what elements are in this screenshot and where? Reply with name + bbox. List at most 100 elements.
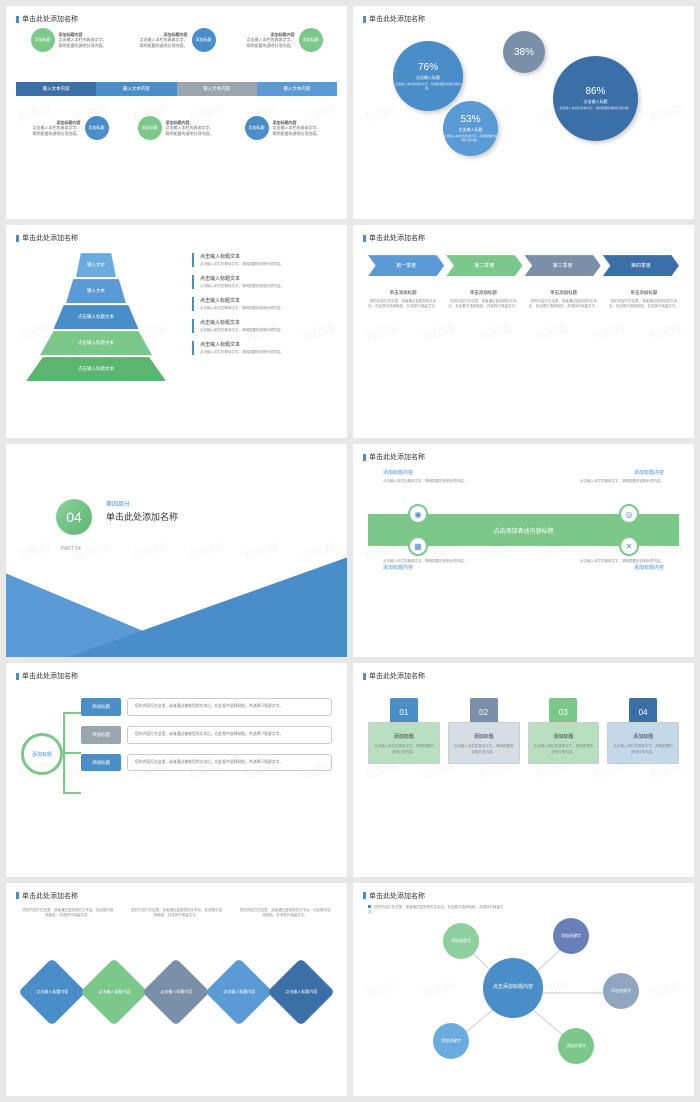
slide-title: 单击此处添加名称 <box>16 233 78 243</box>
col-text: 您的内容打在这里，或者通过复制您的文本后，在此框中选择粘贴，并选择只保留文字。 <box>448 299 518 310</box>
item-text: 添加标题内容点击输入本栏的具体文字，简明扼要的说明分项内容。 <box>273 120 323 136</box>
list-text: 点击输入本栏的具体文字，简明扼要的说明分项内容。 <box>200 306 332 311</box>
card-row: 01添加标题点击输入本栏的具体文字，简明扼要的说明分项内容。02添加标题点击输入… <box>368 698 679 764</box>
card-text: 点击输入本栏的具体文字，简明扼要的说明分项内容。 <box>613 744 673 755</box>
mindmap-node: 添加关键字 <box>603 973 639 1009</box>
flow-box: 您的内容打在这里，或者通过复制您的文本后，在此框中选择粘贴，并选择只保留文字。 <box>127 754 332 772</box>
list-heading: 点击输入标题文本 <box>200 341 332 348</box>
bar-segment: 输入文本内容 <box>16 82 96 96</box>
pyramid: 输入文本输入文本点击输入标题文本点击输入标题文本点击输入标题文本 <box>21 253 171 383</box>
diamond-row: 点击输入标题内容点击输入标题内容点击输入标题内容点击输入标题内容点击输入标题内容 <box>21 968 332 1016</box>
col-text: 您的内容打在这里，或者通过复制您的文本后，在此框中选择粘贴，并选择只保留文字。 <box>529 299 599 310</box>
bubble-pct: 53% <box>460 114 480 125</box>
slide-title: 单击此处添加名称 <box>16 891 78 901</box>
top-items: 添加标题内容点击输入本栏的具体文字，简明扼要的说明分项内容。 添加标题内容点击输… <box>383 469 664 484</box>
diamond: 点击输入标题内容 <box>143 958 211 1026</box>
diamond: 点击输入标题内容 <box>205 958 273 1026</box>
slide-2: 单击此处添加名称 76% 点击输入标题 点击输入本栏的具体文字，简明扼要的说明分项内… <box>353 6 694 219</box>
item-text: 添加标题内容点击输入本栏的具体文字，简明扼要的说明分项内容。 <box>31 120 81 136</box>
mindmap-node: 添加关键字 <box>433 1023 469 1059</box>
pyramid-level: 点击输入标题文本 <box>54 305 139 329</box>
description: 您的内容打在这里，或者通过复制您的文本后，在此框中选择粘贴，并选择只保留文字。 <box>368 905 508 916</box>
column: 单击添加标题您的内容打在这里，或者通过复制您的文本后，在此框中选择粘贴，并选择只… <box>529 290 599 310</box>
item-text: 点击输入本栏的具体文字，简明扼要的说明分项内容。 <box>383 479 503 484</box>
card: 03添加标题点击输入本栏的具体文字，简明扼要的说明分项内容。 <box>528 698 600 764</box>
circle-icon: 添加标题 <box>85 116 109 140</box>
card-text: 点击输入本栏的具体文字，简明扼要的说明分项内容。 <box>534 744 594 755</box>
circle-icon: 添加标题 <box>299 28 323 52</box>
flow-row: 添加标题您的内容打在这里，或者通过复制您的文本后，在此框中选择粘贴，并选择只保留… <box>81 754 332 772</box>
slide-title: 单击此处添加名称 <box>363 233 425 243</box>
circle-icon: 添加标题 <box>138 116 162 140</box>
card: 04添加标题点击输入本栏的具体文字，简明扼要的说明分项内容。 <box>607 698 679 764</box>
circle-icon: 添加标题 <box>245 116 269 140</box>
watermark: 包图网包图网包图网包图网包图网包图网 <box>353 663 694 876</box>
bubble: 86%点击输入标题点击输入本栏的具体文字，简明扼要的说明分项内容。 <box>553 56 638 141</box>
text-row: 您的内容打在这里，或者通过复制您的文本后，在此框中选择粘贴，并选择只保留文字。 … <box>21 908 332 919</box>
bubble: 38% <box>503 31 545 73</box>
list-item: 点击输入标题文本点击输入本栏的具体文字，简明扼要的说明分项内容。 <box>192 341 332 355</box>
part-label: PART 04 <box>61 546 81 552</box>
slide-title: 单击此处添加名称 <box>363 14 425 24</box>
list-item: 点击输入标题文本点击输入本栏的具体文字，简明扼要的说明分项内容。 <box>192 253 332 267</box>
card-heading: 添加标题 <box>454 733 514 740</box>
top-circles: 添加标题添加标题内容点击输入本栏的具体文字，简明扼要的说明分项内容。 添加标题内… <box>16 28 337 52</box>
diamond-label: 点击输入标题内容 <box>223 989 255 994</box>
bubble-desc: 点击输入本栏的具体文字，简明扼要的说明分项内容。 <box>393 83 463 91</box>
item-heading: 添加标题内容 <box>544 469 664 476</box>
section-number: 04 <box>56 499 92 535</box>
bar-segment: 输入文本内容 <box>96 82 176 96</box>
col-text: 您的内容打在这里，或者通过复制您的文本后，在此框中选择粘贴，并选择只保留文字。 <box>609 299 679 310</box>
item-text: 添加标题内容点击输入本栏的具体文字，简明扼要的说明分项内容。 <box>138 32 188 48</box>
list-item: 点击输入标题文本点击输入本栏的具体文字，简明扼要的说明分项内容。 <box>192 275 332 289</box>
center-node: 点击添加标题内容 <box>483 958 543 1018</box>
slide-1: 单击此处添加名称 添加标题添加标题内容点击输入本栏的具体文字，简明扼要的说明分项… <box>6 6 347 219</box>
col-heading: 单击添加标题 <box>529 290 599 296</box>
slide-5-divider: 04 PART 04 第四部分 单击此处添加名称 · · · · · · · ·… <box>6 444 347 657</box>
diamond-label: 点击输入标题内容 <box>160 989 192 994</box>
slide-4: 单击此处添加名称 第一季度第二季度第三季度第四季度 单击添加标题您的内容打在这里… <box>353 225 694 438</box>
mindmap-node: 添加关键字 <box>443 923 479 959</box>
flow-box: 您的内容打在这里，或者通过复制您的文本后，在此框中选择粘贴，并选择只保留文字。 <box>127 726 332 744</box>
card-body: 添加标题点击输入本栏的具体文字，简明扼要的说明分项内容。 <box>368 722 440 764</box>
flow-row: 添加标题您的内容打在这里，或者通过复制您的文本后，在此框中选择粘贴，并选择只保留… <box>81 698 332 716</box>
column: 单击添加标题您的内容打在这里，或者通过复制您的文本后，在此框中选择粘贴，并选择只… <box>609 290 679 310</box>
slide-title: 单击此处添加名称 <box>16 14 78 24</box>
clipboard-icon: ▦ <box>408 536 428 556</box>
section-sub: 第四部分 <box>106 499 181 508</box>
diamond: 点击输入标题内容 <box>18 958 86 1026</box>
tools-icon: ✕ <box>619 536 639 556</box>
card-heading: 添加标题 <box>374 733 434 740</box>
bottom-items: 点击输入本栏的具体文字，简明扼要的说明分项内容。添加标题内容 点击输入本栏的具体… <box>383 559 664 574</box>
diamond-label: 点击输入标题内容 <box>285 989 317 994</box>
slide-9: 单击此处添加名称 您的内容打在这里，或者通过复制您的文本后，在此框中选择粘贴，并… <box>6 883 347 1096</box>
column: 单击添加标题您的内容打在这里，或者通过复制您的文本后，在此框中选择粘贴，并选择只… <box>368 290 438 310</box>
bubble-pct: 76% <box>418 62 438 73</box>
item-text: 点击输入本栏的具体文字，简明扼要的说明分项内容。 <box>544 479 664 484</box>
arrow-step: 第一季度 <box>368 255 444 276</box>
bar-segment: 输入文本内容 <box>257 82 337 96</box>
triangle-bg-2 <box>67 557 347 657</box>
mindmap-node: 添加关键字 <box>558 1028 594 1064</box>
bubble-label: 点击输入标题 <box>584 99 608 105</box>
item-text: 添加标题内容点击输入本栏的具体文字，简明扼要的说明分项内容。 <box>245 32 295 48</box>
diamond: 点击输入标题内容 <box>80 958 148 1026</box>
bar-row: 输入文本内容输入文本内容输入文本内容输入文本内容 <box>16 82 337 96</box>
col-text: 您的内容打在这里，或者通过复制您的文本后，在此框中选择粘贴，并选择只保留文字。 <box>368 299 438 310</box>
col-heading: 单击添加标题 <box>448 290 518 296</box>
list-text: 点击输入本栏的具体文字，简明扼要的说明分项内容。 <box>200 350 332 355</box>
card: 01添加标题点击输入本栏的具体文字，简明扼要的说明分项内容。 <box>368 698 440 764</box>
circle-icon: 添加标题 <box>31 28 55 52</box>
pyramid-level: 输入文本 <box>76 253 116 277</box>
item-heading: 添加标题内容 <box>383 469 503 476</box>
list-item: 点击输入标题文本点击输入本栏的具体文字，简明扼要的说明分项内容。 <box>192 319 332 333</box>
item-text: 添加标题内容点击输入本栏的具体文字，简明扼要的说明分项内容。 <box>166 120 216 136</box>
pyramid-level: 点击输入标题文本 <box>26 357 166 381</box>
bubble-pct: 38% <box>514 47 534 58</box>
slide-7: 单击此处添加名称 添加标题 添加标题您的内容打在这里，或者通过复制您的文本后，在… <box>6 663 347 876</box>
circle-icon: 添加标题 <box>192 28 216 52</box>
slide-title: 单击此处添加名称 <box>363 891 425 901</box>
list-heading: 点击输入标题文本 <box>200 275 332 282</box>
slide-3: 单击此处添加名称 输入文本输入文本点击输入标题文本点击输入标题文本点击输入标题文… <box>6 225 347 438</box>
list-item: 点击输入标题文本点击输入本栏的具体文字，简明扼要的说明分项内容。 <box>192 297 332 311</box>
